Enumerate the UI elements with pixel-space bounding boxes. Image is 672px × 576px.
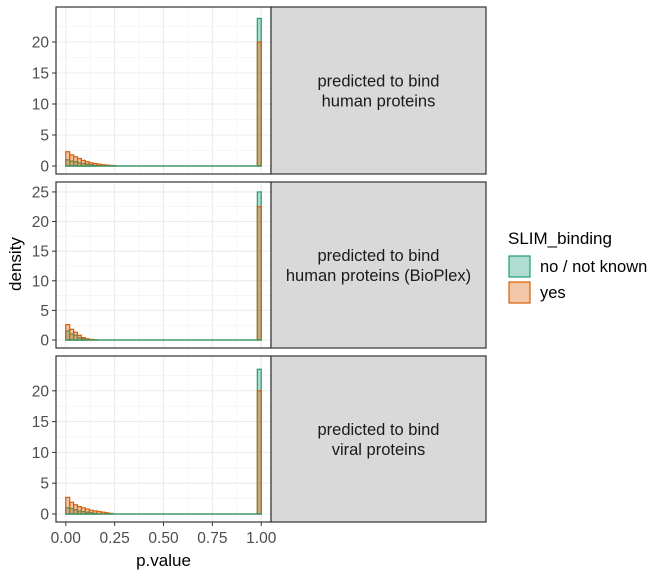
facet-strip-label: predicted to bind human proteins — [317, 73, 439, 111]
facet-panel: 0 5 10 15 20 25 predicted to bind human protein… — [32, 181, 487, 350]
x-axis-title: p.value — [136, 551, 191, 570]
y-tick-label: 15 — [32, 414, 49, 431]
y-tick-label: 0 — [40, 159, 49, 176]
y-axis-title: density — [6, 237, 25, 291]
x-tick-label: 0.75 — [197, 530, 227, 547]
y-tick-label: 0 — [40, 507, 49, 524]
facet-strip-label: predicted to bind viral proteins — [317, 421, 439, 459]
y-tick-label: 20 — [32, 35, 50, 52]
y-tick-label: 15 — [32, 66, 49, 83]
legend-label: no / not known — [540, 258, 647, 276]
facet-strip — [270, 181, 487, 349]
legend-key — [508, 255, 531, 278]
y-tick-label: 10 — [32, 97, 50, 114]
histogram-bar — [256, 41, 262, 167]
legend-label: yes — [540, 284, 566, 302]
y-tick-label: 5 — [40, 128, 49, 145]
x-tick-label: 1.00 — [246, 530, 277, 547]
facet-panel: 0 5 10 15 20 predicted to bind human proteins — [32, 6, 487, 176]
x-tick-label: 0.00 — [51, 530, 82, 547]
histogram-bar — [256, 206, 262, 341]
facet-panel: 0 5 10 15 20 predicted to bind viral proteins — [32, 355, 487, 524]
facet-strip-label: predicted to bind human proteins (BioPlex… — [286, 247, 471, 285]
y-tick-label: 5 — [40, 303, 49, 320]
histogram-bar — [256, 390, 262, 515]
y-tick-label: 20 — [32, 383, 50, 400]
facet-strip — [270, 355, 487, 523]
x-axis: 0.00 0.25 0.50 0.75 1.00 — [51, 522, 277, 547]
y-tick-label: 10 — [32, 445, 50, 462]
legend-title: SLIM_binding — [508, 229, 612, 248]
y-tick-label: 10 — [32, 273, 50, 290]
y-tick-label: 5 — [40, 476, 49, 493]
x-tick-label: 0.50 — [148, 530, 179, 547]
legend: SLIM_binding no / not known yes — [508, 229, 647, 304]
x-tick-label: 0.25 — [100, 530, 130, 547]
y-tick-label: 20 — [32, 214, 50, 231]
y-tick-label: 0 — [40, 333, 49, 350]
y-tick-label: 25 — [32, 184, 49, 201]
y-tick-label: 15 — [32, 244, 49, 261]
facet-strip — [270, 6, 487, 175]
legend-key — [508, 281, 531, 304]
